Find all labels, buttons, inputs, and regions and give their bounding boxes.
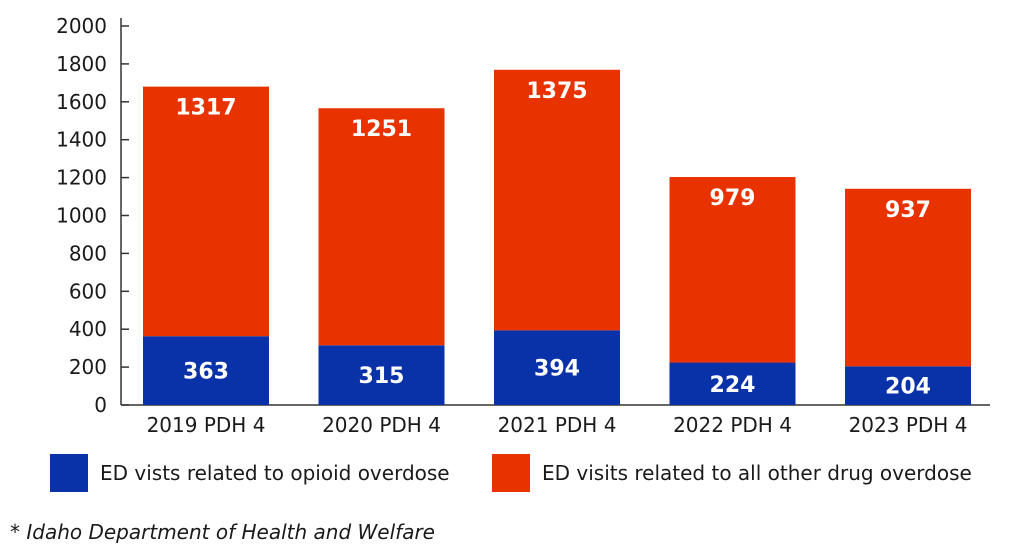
data-label-opioid: 363 [183,360,229,385]
bar-opioid [494,330,620,405]
y-tick-label: 800 [69,241,107,265]
chart-axes: 0 200 400 600 800 1000 1200 1400 1600 1800 2000 201… [56,14,990,437]
y-tick-label: 1600 [56,90,107,114]
legend-item-other: ED visits related to all other drug over… [492,454,972,492]
data-label-opioid: 204 [885,375,931,400]
y-tick-label: 400 [69,317,107,341]
legend-label-other: ED visits related to all other drug over… [542,461,972,485]
bar-other-drug [669,177,796,363]
data-label-other-drug: 979 [710,186,756,211]
source-footnote: * Idaho Department of Health and Welfare [10,520,435,544]
data-label-other-drug: 1317 [175,96,236,121]
bar-other-drug [143,86,269,337]
y-tick-label: 200 [69,355,107,379]
data-label-opioid: 315 [359,364,405,389]
legend-swatch-other [492,454,530,492]
chart-bars [143,69,971,405]
bar-opioid [669,362,796,405]
data-label-other-drug: 1251 [351,117,412,142]
y-tick-label: 600 [69,279,107,303]
bar-other-drug [494,69,620,331]
chart-data-labels: 363 1317 315 1251 394 1375 224 979 204 937 [175,79,931,400]
bar-other-drug [318,108,445,346]
x-tick-label: 2020 PDH 4 [322,413,441,437]
y-tick-label: 1200 [56,166,107,190]
x-tick-label: 2022 PDH 4 [673,413,792,437]
bar-other-drug [845,188,971,367]
bar-opioid [845,366,971,405]
bar-opioid [318,345,445,405]
legend-label-opioid: ED vists related to opioid overdose [100,461,450,485]
y-tick-label: 1400 [56,128,107,152]
y-tick-label: 0 [94,393,107,417]
legend-swatch-opioid [50,454,88,492]
x-tick-label: 2023 PDH 4 [849,413,968,437]
y-tick-label: 1000 [56,204,107,228]
bar-chart: 0 200 400 600 800 1000 1200 1400 1600 1800 2000 201… [56,14,990,437]
data-label-other-drug: 1375 [526,79,587,104]
x-tick-label: 2021 PDH 4 [498,413,617,437]
y-tick-label: 2000 [56,14,107,38]
chart-legend: ED vists related to opioid overdose ED v… [0,454,1024,498]
x-tick-label: 2019 PDH 4 [147,413,266,437]
data-label-opioid: 224 [710,373,756,398]
data-label-other-drug: 937 [885,198,931,223]
data-label-opioid: 394 [534,357,580,382]
bar-opioid [143,336,269,405]
y-tick-label: 1800 [56,52,107,76]
legend-item-opioid: ED vists related to opioid overdose [50,454,450,492]
